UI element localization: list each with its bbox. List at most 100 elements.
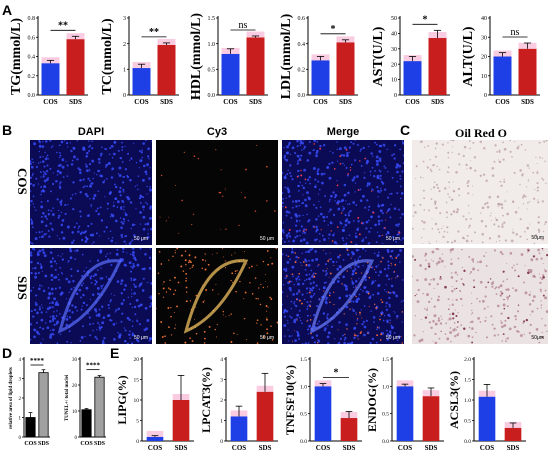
row-label-cos: COS bbox=[15, 168, 30, 195]
tick-label: 30 bbox=[481, 35, 487, 41]
tick-label: 1.5 bbox=[208, 16, 216, 22]
category-label: SDS bbox=[38, 441, 50, 447]
category-label: SDS bbox=[249, 98, 262, 106]
dapi-sds-image: 50 μm bbox=[30, 248, 152, 344]
oil-red-sds-image: 50μm bbox=[412, 248, 548, 344]
tick-label: 1.5 bbox=[382, 357, 389, 363]
category-label: COS bbox=[316, 444, 331, 452]
bar-highlight bbox=[396, 380, 414, 387]
bar-cos bbox=[396, 386, 414, 441]
tick-label: 10 bbox=[481, 74, 487, 80]
tick-label: 1.0 bbox=[382, 384, 389, 390]
bar-cos bbox=[230, 416, 248, 441]
bar-cos bbox=[314, 386, 332, 441]
tick-label: 1.0 bbox=[208, 42, 216, 48]
y-axis-label: HDL(mmol/L) bbox=[189, 13, 204, 100]
y-axis-label: TC(mmol/L) bbox=[100, 18, 115, 95]
tick-label: 3 bbox=[123, 16, 126, 22]
tick-label: 5 bbox=[136, 418, 139, 424]
significance-marker: ns bbox=[511, 27, 520, 38]
tick-label: 1.0 bbox=[464, 398, 471, 404]
tick-label: 2 bbox=[19, 397, 22, 402]
tick-label: 0 bbox=[394, 93, 397, 99]
tick-label: 0.5 bbox=[300, 412, 307, 418]
scalebar-label: 50 μm bbox=[134, 236, 148, 242]
bar-cos bbox=[403, 61, 422, 95]
tick-label: 10 bbox=[134, 398, 140, 404]
category-label: COS bbox=[398, 444, 413, 452]
row-label-sds: SDS bbox=[15, 276, 30, 300]
scalebar-label: 50 μm bbox=[386, 335, 400, 341]
y-axis-label: ACSL3(%) bbox=[447, 371, 461, 429]
category-label: COS bbox=[148, 444, 163, 452]
bar-cos bbox=[221, 53, 240, 95]
tick-label: 0.2 bbox=[28, 74, 36, 80]
tick-label: 20 bbox=[72, 384, 78, 389]
tick-label: 1 bbox=[123, 67, 126, 73]
tick-label: 0.8 bbox=[28, 16, 36, 22]
y-axis-label: ENDOG(%) bbox=[365, 368, 379, 432]
tick-label: 0.2 bbox=[298, 67, 306, 73]
tick-label: 30 bbox=[391, 47, 397, 53]
y-axis-label: LDL(mmol/L) bbox=[279, 13, 294, 99]
tick-label: 15 bbox=[134, 377, 140, 383]
tick-label: 0.0 bbox=[382, 439, 389, 445]
tick-label: 50 bbox=[391, 16, 397, 22]
tick-label: 0 bbox=[220, 439, 223, 445]
bar-cos bbox=[311, 60, 330, 95]
category-label: COS bbox=[43, 98, 58, 106]
bar-sds bbox=[157, 44, 176, 95]
bar-sds bbox=[38, 372, 49, 438]
significance-marker: **** bbox=[86, 362, 101, 370]
bar-cos bbox=[146, 436, 164, 441]
merge-sds-image: 50 μm bbox=[282, 248, 404, 344]
cy3-cos-image: 50 μm bbox=[156, 140, 278, 245]
tick-label: 4 bbox=[220, 357, 223, 363]
bar-sds bbox=[94, 376, 105, 438]
y-axis-label: relative area of lipid droplets bbox=[9, 367, 14, 429]
tick-label: 0 bbox=[123, 93, 126, 99]
dapi-cos-image: 50 μm bbox=[30, 140, 152, 245]
y-axis-label: ALT(U/L) bbox=[461, 26, 476, 87]
scalebar-label: 50μm bbox=[531, 335, 544, 341]
bar-highlight bbox=[246, 31, 265, 38]
tick-label: 0.0 bbox=[298, 93, 306, 99]
significance-marker: * bbox=[423, 14, 428, 25]
tick-label: 1.5 bbox=[464, 377, 471, 383]
significance-marker: **** bbox=[30, 357, 45, 365]
y-axis-label: TUNEL+/ total nuclei bbox=[65, 374, 70, 421]
significance-marker: ns bbox=[239, 20, 248, 31]
category-label: COS bbox=[480, 444, 495, 452]
bar-sds bbox=[256, 391, 274, 441]
bar-highlight bbox=[336, 36, 355, 43]
scalebar-label: 50 μm bbox=[260, 236, 274, 242]
tick-label: 2 bbox=[220, 398, 223, 404]
scalebar-label: 50μm bbox=[531, 235, 544, 241]
bar-sds bbox=[246, 37, 265, 95]
tick-label: 0.5 bbox=[464, 418, 471, 424]
tick-label: 0.5 bbox=[208, 67, 216, 73]
scalebar-label: 50 μm bbox=[260, 335, 274, 341]
tick-label: 3 bbox=[220, 377, 223, 383]
tick-label: 2.0 bbox=[464, 357, 471, 363]
y-axis-label: TNFSF10(%) bbox=[283, 365, 297, 435]
tick-label: 10 bbox=[72, 410, 78, 415]
tick-label: 1.0 bbox=[300, 384, 307, 390]
tick-label: 0 bbox=[136, 439, 139, 445]
bar-sds bbox=[428, 38, 447, 95]
tick-label: 0.6 bbox=[28, 35, 36, 41]
tick-label: 40 bbox=[481, 16, 487, 22]
category-label: COS bbox=[24, 441, 37, 447]
category-label: SDS bbox=[431, 98, 444, 106]
col-label-merge: Merge bbox=[326, 126, 360, 138]
merge-cos-image: 50 μm bbox=[282, 140, 404, 245]
category-label: SDS bbox=[69, 98, 82, 106]
category-label: SDS bbox=[160, 98, 173, 106]
bar-highlight bbox=[146, 430, 164, 437]
tick-label: 10 bbox=[391, 78, 397, 84]
tick-label: 3 bbox=[19, 377, 22, 382]
y-axis-label: LIPG(%) bbox=[115, 375, 129, 424]
category-label: COS bbox=[232, 444, 247, 452]
panel-letter-b: B bbox=[2, 122, 13, 138]
